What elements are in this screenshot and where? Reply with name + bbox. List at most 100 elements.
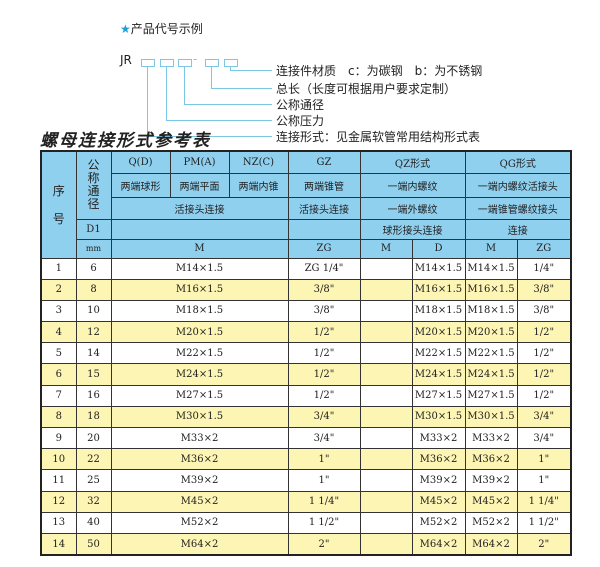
connector-line	[211, 66, 212, 88]
row-number: 11	[40, 469, 77, 492]
qz-m	[359, 363, 413, 386]
thread-m: M22×1.5	[110, 342, 289, 365]
row-number: 13	[40, 511, 77, 534]
qz-d: M27×1.5	[411, 384, 466, 407]
page-title: 螺母连接形式参考表	[40, 131, 211, 151]
qg-m: M27×1.5	[464, 384, 518, 407]
header-zg: ZG	[287, 238, 361, 259]
connector-line	[230, 66, 231, 70]
qz-d: M36×2	[411, 448, 466, 471]
thread-zg: 3/8"	[287, 278, 361, 301]
star-icon: ★	[120, 22, 131, 36]
header-nz-desc: 两端内锥	[228, 172, 289, 198]
qg-zg: 3/4"	[516, 426, 572, 450]
qg-m: M20×1.5	[464, 321, 518, 344]
thread-m: M18×1.5	[110, 299, 289, 323]
qg-m: M22×1.5	[464, 342, 518, 365]
row-number: 14	[40, 532, 77, 556]
nominal-diameter: 40	[75, 511, 112, 534]
header-nominal: 公称通径	[75, 150, 112, 220]
qz-m	[359, 321, 413, 344]
header-qz-desc: 一端内螺纹	[359, 172, 466, 198]
qz-d: M52×2	[411, 511, 466, 534]
qg-m: M36×2	[464, 448, 518, 471]
table-row: 2 8 M16×1.5 3/8" M16×1.5 M16×1.5 3/8"	[40, 278, 572, 301]
row-number: 6	[40, 363, 77, 386]
qz-d: M39×2	[411, 469, 466, 492]
thread-m: M36×2	[110, 448, 289, 471]
nominal-diameter: 18	[75, 405, 112, 429]
code-prefix: JR	[120, 53, 132, 67]
qg-zg: 1"	[516, 469, 572, 492]
qz-m	[359, 342, 413, 365]
qz-d: M20×1.5	[411, 321, 466, 344]
header-empty	[110, 218, 289, 240]
connector-line	[166, 66, 167, 120]
nominal-diameter: 22	[75, 448, 112, 471]
nominal-diameter: 6	[75, 257, 112, 280]
thread-zg: 1/2"	[287, 363, 361, 386]
qg-m: M39×2	[464, 469, 518, 492]
qz-d: M24×1.5	[411, 363, 466, 386]
qz-m	[359, 257, 413, 280]
header-gz-desc: 两端锥管	[287, 172, 361, 198]
qg-zg: 1/2"	[516, 384, 572, 407]
header-qg-desc2: 一端锥管螺纹接头	[464, 196, 572, 220]
qg-zg: 1/4"	[516, 257, 572, 280]
row-number: 9	[40, 426, 77, 450]
header-m: M	[110, 238, 289, 259]
table-row: 14 50 M64×2 2" M64×2 M64×2 2"	[40, 532, 572, 556]
table-row: 13 40 M52×2 1 1/2" M52×2 M52×2 1 1/2"	[40, 511, 572, 534]
table-row: 1 6 M14×1.5 ZG 1/4" M14×1.5 M14×1.5 1/4"	[40, 257, 572, 280]
thread-zg: 1/2"	[287, 342, 361, 365]
qg-m: M45×2	[464, 490, 518, 513]
qz-m	[359, 299, 413, 323]
table-row: 7 16 M27×1.5 1/2" M27×1.5 M27×1.5 1/2"	[40, 384, 572, 407]
header-qz: QZ形式	[359, 150, 466, 174]
header-pm-desc: 两端平面	[169, 172, 230, 198]
connector-line	[147, 66, 148, 136]
code-dash: -	[193, 52, 198, 66]
thread-zg: 3/4"	[287, 426, 361, 450]
header-qz-d: D	[411, 238, 466, 259]
qg-m: M52×2	[464, 511, 518, 534]
nut-connection-table: 序号 公称通径 Q(D) PM(A) NZ(C) GZ QZ形式 QG形式 两端…	[40, 150, 572, 557]
row-number: 12	[40, 490, 77, 513]
legend-heading: 产品代号示例	[130, 22, 203, 36]
legend-item-material: 连接件材质 c：为碳钢 b：为不锈钢	[276, 64, 483, 78]
qg-zg: 1"	[516, 448, 572, 471]
header-qg-desc3: 连接	[464, 218, 572, 240]
header-seq: 序号	[40, 150, 77, 259]
qg-zg: 1 1/4"	[516, 490, 572, 513]
connector-line	[230, 70, 272, 71]
qg-m: M16×1.5	[464, 278, 518, 301]
nominal-diameter: 25	[75, 469, 112, 492]
code-box	[160, 59, 174, 67]
qg-zg: 2"	[516, 532, 572, 556]
thread-zg: 1/2"	[287, 384, 361, 407]
thread-zg: 3/4"	[287, 405, 361, 429]
thread-zg: 1 1/2"	[287, 511, 361, 534]
header-qd: Q(D)	[110, 150, 171, 174]
header-pm: PM(A)	[169, 150, 230, 174]
header-qz-desc3: 球形接头连接	[359, 218, 466, 240]
table-row: 5 14 M22×1.5 1/2" M22×1.5 M22×1.5 1/2"	[40, 342, 572, 365]
row-number: 3	[40, 299, 77, 323]
legend-item-connection: 连接形式：见金属软管常用结构形式表	[276, 130, 481, 144]
qg-zg: 1/2"	[516, 321, 572, 344]
nominal-diameter: 10	[75, 299, 112, 323]
row-number: 1	[40, 257, 77, 280]
thread-m: M14×1.5	[110, 257, 289, 280]
header-qg-desc: 一端内螺纹活接头	[464, 172, 572, 198]
nominal-diameter: 16	[75, 384, 112, 407]
nominal-diameter: 32	[75, 490, 112, 513]
qz-d: M30×1.5	[411, 405, 466, 429]
connector-line	[184, 66, 185, 104]
qg-m: M24×1.5	[464, 363, 518, 386]
table-row: 10 22 M36×2 1" M36×2 M36×2 1"	[40, 448, 572, 471]
row-number: 2	[40, 278, 77, 301]
qz-d: M14×1.5	[411, 257, 466, 280]
header-gz: GZ	[287, 150, 361, 174]
thread-m: M33×2	[110, 426, 289, 450]
qz-d: M16×1.5	[411, 278, 466, 301]
